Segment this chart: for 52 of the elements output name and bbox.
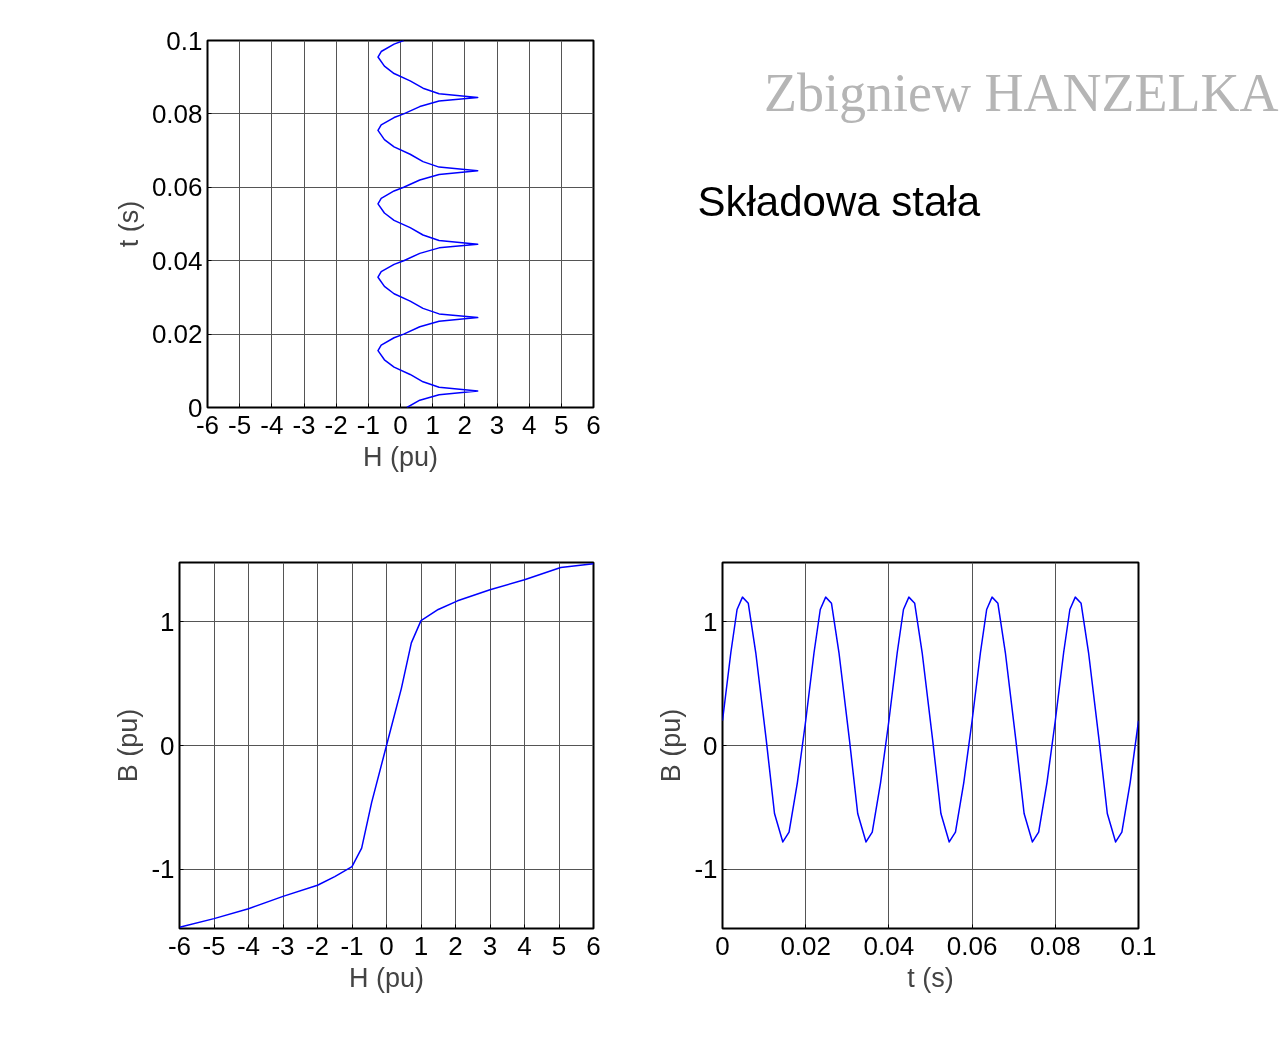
x-tick-label: 0.08 [1030,930,1081,961]
y-axis-title: t (s) [113,200,144,248]
x-tick-label: -5 [228,409,252,440]
x-tick-label: -3 [292,409,316,440]
x-tick-label: -1 [340,930,364,961]
y-tick-label: 0.08 [151,98,203,129]
x-tick-label: 0 [393,409,408,440]
line-series [179,562,594,929]
x-axis-title: H (pu) [348,962,425,993]
x-tick-label: 1 [413,930,429,961]
x-axis-title: t (s) [907,962,954,993]
x-tick-label: 1 [425,409,440,440]
y-tick-label: 0 [703,730,718,761]
x-tick-label: 0.1 [1120,930,1157,961]
line-series [722,596,1139,843]
x-tick-label: 0.06 [946,930,998,961]
x-tick-label: -4 [260,409,284,440]
x-tick-label: 3 [489,409,505,440]
y-axis-title: B (pu) [113,708,144,783]
y-tick-label: 1 [160,606,175,637]
x-tick-label: 4 [517,930,532,961]
text: Zbigniew HANZELKA [764,63,1279,124]
x-tick-label: 0.04 [863,930,915,961]
y-tick-label: 0.02 [151,319,203,350]
x-tick-label: 6 [586,930,601,961]
line-series [377,40,479,408]
x-tick-label: -6 [167,930,192,961]
x-tick-label: -3 [271,930,295,961]
y-tick-label: 0.1 [166,25,203,56]
x-tick-label: -4 [236,930,261,961]
y-axis-title: B (pu) [656,708,687,783]
x-tick-label: 2 [448,930,463,961]
x-tick-label: 6 [586,409,601,440]
x-tick-label: 2 [457,409,473,440]
x-tick-label: 0 [379,930,394,961]
x-tick-label: -2 [305,930,330,961]
x-tick-label: -5 [202,930,226,961]
y-tick-label: -1 [694,854,718,885]
x-tick-label: 5 [554,409,569,440]
x-tick-label: 5 [551,930,567,961]
y-tick-label: 0 [160,730,175,761]
y-tick-label: 0.06 [151,172,203,203]
x-axis-title: H (pu) [362,441,439,472]
x-tick-label: 0.02 [780,930,832,961]
y-tick-label: 1 [703,606,718,637]
x-tick-label: -1 [356,409,380,440]
x-tick-label: 3 [482,930,498,961]
text: Składowa stała [697,177,981,225]
y-tick-label: -1 [151,854,175,885]
y-tick-label: 0.04 [151,245,203,276]
x-tick-label: -2 [324,409,348,440]
x-tick-label: 4 [521,409,537,440]
